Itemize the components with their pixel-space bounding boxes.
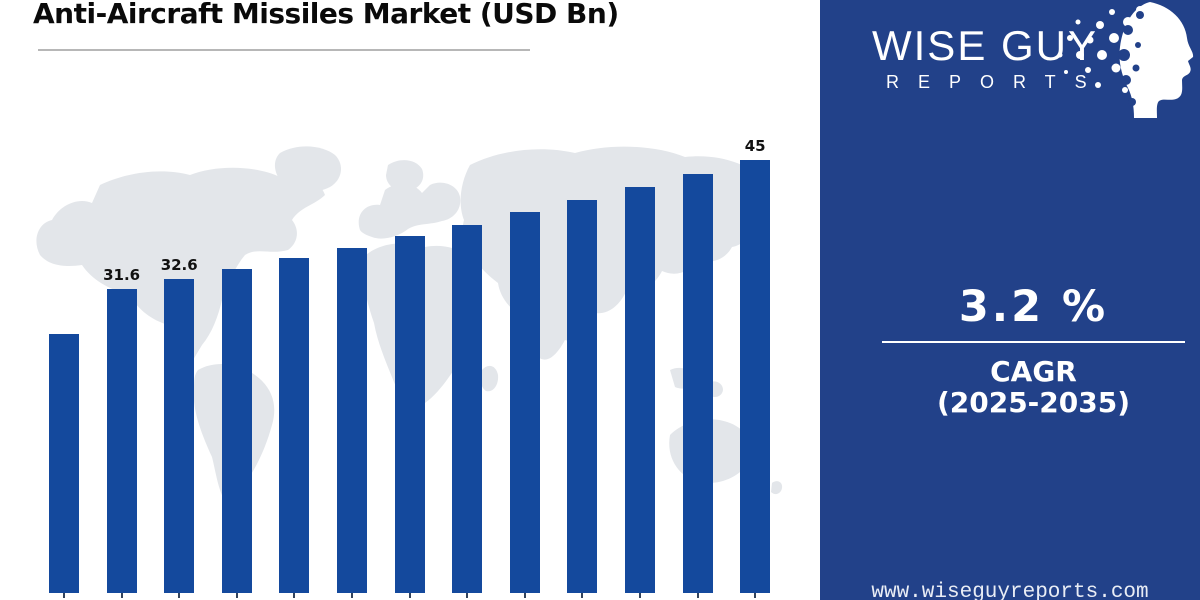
bar-column-6 (336, 248, 367, 598)
bar-value-label: 32.6 (160, 256, 198, 274)
cagr-divider (882, 341, 1185, 343)
cagr-range: (2025-2035) (936, 386, 1131, 419)
logo-wordmark: WISE GUY (872, 22, 1099, 69)
bar (106, 289, 137, 593)
x-axis-tick (754, 593, 757, 598)
x-axis-tick (178, 593, 181, 598)
x-axis-tick (235, 593, 238, 598)
bar-column-3: 32.6 (161, 256, 198, 598)
bar-column-9 (509, 212, 540, 598)
head-profile-icon (1057, 2, 1194, 118)
bar (567, 200, 598, 593)
logo-subtitle: REPORTS (886, 72, 1106, 92)
x-axis-tick (581, 593, 584, 598)
bar-value-label: 31.6 (103, 266, 141, 284)
bar (624, 187, 655, 593)
title-divider (38, 49, 530, 51)
x-axis-tick (408, 593, 411, 598)
bar (279, 258, 310, 593)
x-axis-tick (63, 593, 65, 598)
bar (682, 174, 713, 593)
bar (49, 334, 79, 593)
x-axis-tick (523, 593, 526, 598)
bar-column-13: 45 (740, 137, 771, 598)
x-axis-tick (638, 593, 641, 598)
page-title: Anti-Aircraft Missiles Market (USD Bn) (33, 0, 619, 30)
bar-column-8 (452, 225, 483, 598)
x-axis-tick (696, 593, 699, 598)
bar (336, 248, 367, 593)
bar-column-2: 31.6 (103, 266, 140, 598)
x-axis-tick (120, 593, 123, 598)
bar (394, 236, 425, 593)
cagr-label: CAGR (990, 355, 1077, 388)
bar-column-12 (682, 174, 713, 598)
x-axis-tick (466, 593, 469, 598)
bar-plot: 31.6 32.6 45 (49, 137, 771, 598)
bar (509, 212, 540, 593)
cagr-value: 3.2 % (958, 282, 1109, 332)
bar-column-4 (221, 269, 252, 598)
bar-column-7 (394, 236, 425, 598)
bar (740, 160, 771, 593)
chart-area: Anti-Aircraft Missiles Market (USD Bn) (33, 0, 783, 598)
brand-panel: WISE GUY REPORTS (820, 0, 1200, 600)
bar (164, 279, 195, 593)
bar (221, 269, 252, 593)
x-axis-tick (350, 593, 353, 598)
bar (452, 225, 483, 593)
wiseguy-logo: WISE GUY REPORTS (820, 0, 1200, 130)
bar-column-10 (567, 200, 598, 598)
x-axis-tick (293, 593, 296, 598)
bar-column-5 (279, 258, 310, 598)
bar-value-label: 45 (744, 137, 766, 155)
bar-column-11 (624, 187, 655, 598)
cagr-block: 3.2 % CAGR (2025-2035) (882, 282, 1185, 418)
website-url: www.wiseguyreports.com (871, 581, 1149, 600)
bar-column-1 (49, 334, 79, 598)
